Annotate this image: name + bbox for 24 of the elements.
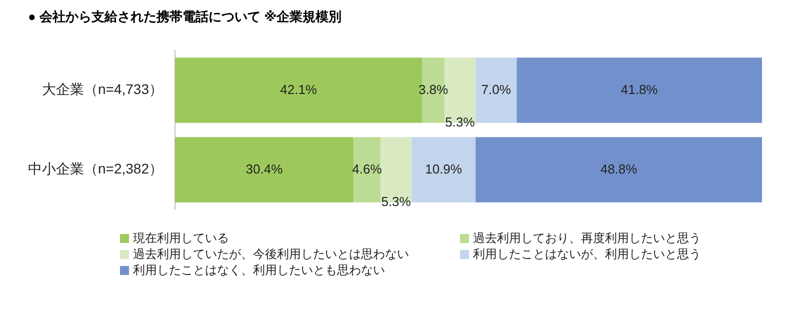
y-tick-label: 大企業（n=4,733） (42, 81, 163, 98)
bar (516, 58, 762, 123)
bar (476, 137, 762, 202)
data-label: 10.9% (425, 161, 462, 176)
data-label: 7.0% (481, 82, 512, 97)
bar (353, 137, 380, 202)
legend-label: 現在利用している (133, 230, 229, 246)
chart-title: ● 会社から支給された携帯電話について ※企業規模別 (27, 8, 343, 26)
data-label: 3.8% (418, 82, 449, 97)
data-label: 30.4% (246, 161, 284, 176)
data-label: 48.8% (600, 161, 638, 176)
bar (412, 137, 476, 202)
data-label: 42.1% (280, 82, 318, 97)
bar (476, 58, 517, 123)
legend-label: 利用したことはないが、利用したいと思う (473, 246, 701, 262)
legend-label: 過去利用しており、再度利用したいと思う (473, 230, 701, 246)
data-label: 41.8% (620, 82, 658, 97)
data-label: 5.3% (445, 114, 476, 130)
y-tick-label: 中小企業（n=2,382） (28, 160, 163, 177)
data-label: 5.3% (381, 194, 412, 210)
legend-label: 利用したことはなく、利用したいとも思わない (133, 262, 385, 278)
bar (174, 137, 354, 202)
legend-label: 過去利用していたが、今後利用したいとは思わない (133, 246, 409, 262)
data-label: 4.6% (352, 161, 382, 176)
